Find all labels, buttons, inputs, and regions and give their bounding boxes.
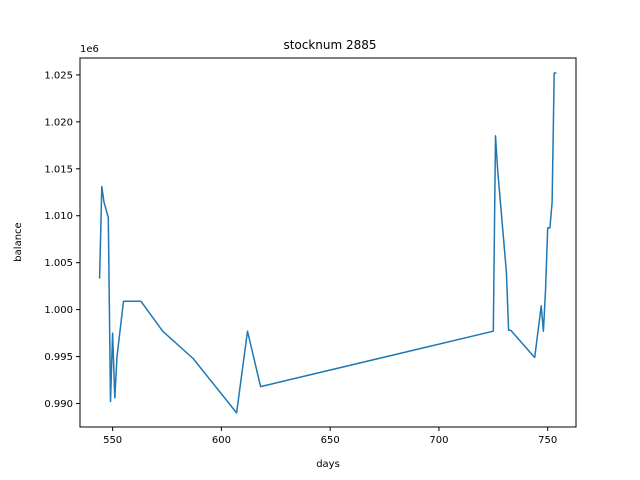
y-tick-label: 1.010 bbox=[44, 211, 73, 222]
y-axis-label: balance bbox=[13, 222, 24, 261]
x-axis-label: days bbox=[316, 459, 340, 470]
x-axis-ticks: 550 600 650 700 750 bbox=[103, 427, 557, 446]
y-tick-label: 1.020 bbox=[44, 117, 73, 128]
x-tick-label: 650 bbox=[321, 435, 340, 446]
y-offset-text: 1e6 bbox=[80, 44, 99, 55]
x-tick-label: 750 bbox=[538, 435, 557, 446]
chart-title: stocknum 2885 bbox=[283, 38, 376, 52]
plot-content bbox=[98, 72, 557, 414]
plot-frame bbox=[79, 57, 577, 428]
x-tick-label: 700 bbox=[429, 435, 448, 446]
y-tick-label: 1.005 bbox=[44, 258, 73, 269]
y-tick-label: 0.995 bbox=[44, 352, 73, 363]
y-tick-label: 1.015 bbox=[44, 164, 73, 175]
y-tick-label: 0.990 bbox=[44, 399, 73, 410]
y-tick-label: 1.025 bbox=[44, 70, 73, 81]
series-line bbox=[98, 72, 557, 414]
y-tick-label: 1.000 bbox=[44, 305, 73, 316]
x-tick-label: 600 bbox=[212, 435, 231, 446]
y-axis-ticks: 0.990 0.995 1.000 1.005 1.010 1.015 1.020 1.025 bbox=[44, 70, 80, 410]
x-tick-label: 550 bbox=[103, 435, 122, 446]
